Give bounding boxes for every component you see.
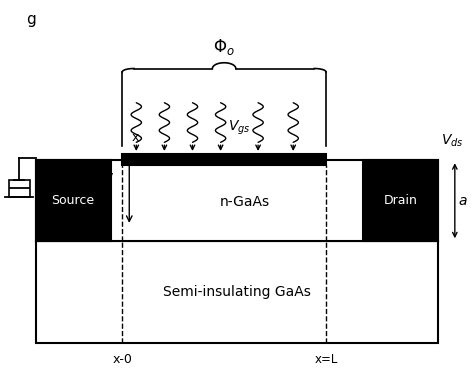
Text: $V_{ds}$: $V_{ds}$ xyxy=(441,133,464,149)
Text: Source: Source xyxy=(52,194,95,207)
Text: x-0: x-0 xyxy=(112,353,132,365)
Text: g: g xyxy=(26,12,36,27)
Bar xyxy=(36,241,438,343)
Text: n-GaAs: n-GaAs xyxy=(220,195,270,209)
Bar xyxy=(122,154,326,165)
Bar xyxy=(36,160,110,241)
Text: Semi-insulating GaAs: Semi-insulating GaAs xyxy=(163,285,311,299)
Text: x=L: x=L xyxy=(314,353,337,365)
Text: y: y xyxy=(106,170,113,183)
Text: $\Phi_o$: $\Phi_o$ xyxy=(213,37,235,57)
Text: a: a xyxy=(458,194,466,208)
Text: Drain: Drain xyxy=(384,194,418,207)
Bar xyxy=(36,160,438,241)
Text: $V_{gs}$: $V_{gs}$ xyxy=(228,119,251,137)
Bar xyxy=(9,180,30,197)
Text: x: x xyxy=(132,131,139,144)
Bar xyxy=(364,160,438,241)
